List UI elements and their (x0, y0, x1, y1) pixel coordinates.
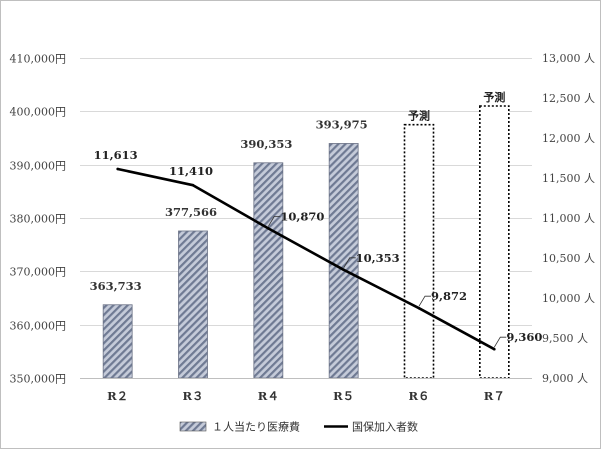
line-value-label: 10,870 (280, 209, 324, 223)
line-point (493, 347, 496, 351)
forecast-label: 予測 (408, 109, 430, 123)
legend-bar-swatch (179, 421, 207, 432)
bar-value-label: 390,353 (240, 137, 292, 151)
bar (178, 230, 208, 379)
line-label-leader (493, 336, 507, 348)
line-value-label: 11,613 (94, 148, 138, 162)
bar-value-label: 363,733 (90, 279, 142, 293)
right-tick-label: 12,000 人 (542, 132, 595, 145)
left-tick-label: 410,000円 (10, 53, 67, 66)
x-tick-label: R２ (107, 389, 128, 403)
line-point (191, 183, 195, 187)
left-tick-label: 400,000円 (10, 106, 67, 119)
data-labels: 363,733377,566390,353393,975予測予測11,61311… (90, 90, 542, 348)
legend: １人当たり医療費 国保加入者数 (179, 420, 418, 434)
left-tick-label: 350,000円 (10, 373, 67, 386)
left-tick-label: 360,000円 (10, 320, 67, 333)
left-tick-label: 390,000円 (10, 160, 67, 173)
line-series (116, 167, 496, 351)
left-axis: 350,000円 360,000円 370,000円 380,000円 390,000円… (10, 53, 67, 386)
x-tick-label: R４ (258, 389, 279, 403)
right-axis: 9,000 人 9,500 人 10,000 人 10,500 人 11,000 人 11… (542, 52, 595, 385)
line-point (417, 306, 421, 310)
legend-bar-label: １人当たり医療費 (212, 420, 300, 434)
x-axis: R２ R３ R４ R５ R６ R７ (107, 389, 505, 403)
left-tick-label: 370,000円 (10, 266, 67, 279)
bar-value-label: 377,566 (165, 205, 217, 219)
forecast-bar (479, 105, 510, 379)
line-path (117, 167, 495, 351)
left-tick-label: 380,000円 (10, 213, 67, 226)
right-tick-label: 12,500 人 (542, 92, 595, 105)
line-point (342, 268, 345, 272)
forecast-label: 予測 (483, 90, 505, 104)
forecast-bar (403, 123, 435, 379)
line-label-leader (343, 257, 356, 269)
line-label-leader (418, 295, 431, 307)
line-label-leader (267, 216, 281, 227)
right-tick-label: 11,500 人 (542, 172, 595, 185)
bar (328, 143, 359, 379)
bar-series (102, 105, 510, 379)
bar-value-label: 393,975 (316, 117, 368, 131)
line-value-label: 9,872 (431, 289, 467, 303)
line-point (267, 227, 270, 230)
x-tick-label: R３ (182, 389, 203, 403)
right-tick-label: 10,000 人 (542, 292, 595, 305)
line-value-label: 9,360 (506, 330, 542, 344)
right-tick-label: 9,500 人 (542, 332, 588, 345)
legend-line-label: 国保加入者数 (352, 420, 418, 434)
gridlines (80, 58, 532, 326)
right-tick-label: 10,500 人 (542, 252, 595, 265)
line-value-label: 10,353 (356, 251, 400, 265)
bar (102, 304, 133, 379)
x-tick-label: R５ (333, 389, 354, 403)
line-point (116, 167, 119, 171)
x-tick-label: R６ (408, 389, 429, 403)
right-tick-label: 13,000 人 (542, 52, 595, 65)
right-tick-label: 9,000 人 (542, 372, 588, 385)
line-value-label: 11,410 (169, 164, 213, 178)
bar (253, 162, 284, 379)
x-tick-label: R７ (484, 389, 505, 403)
right-tick-label: 11,000 人 (542, 212, 595, 225)
